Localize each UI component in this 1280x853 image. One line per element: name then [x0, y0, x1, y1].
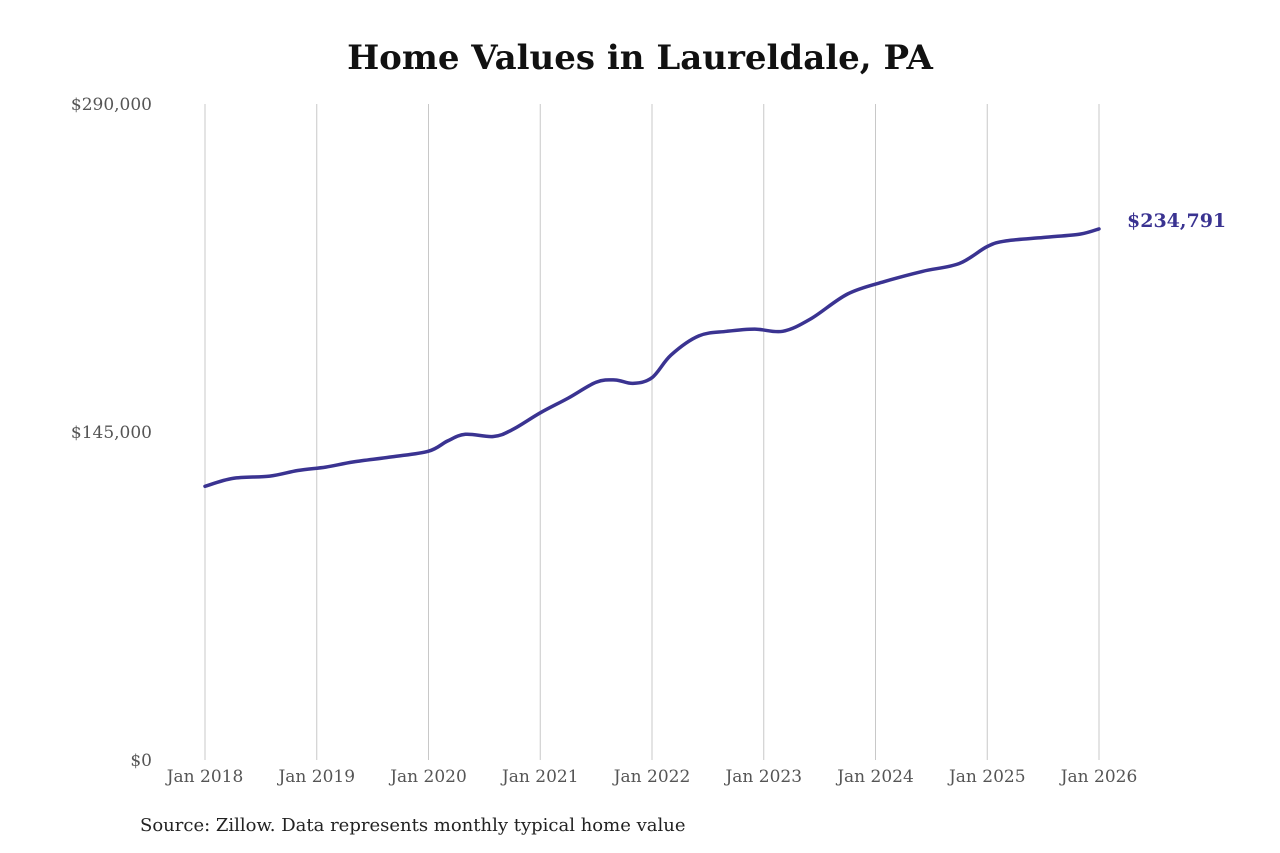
x-tick-label: Jan 2019	[276, 767, 355, 787]
x-tick-label: Jan 2018	[165, 767, 244, 787]
x-tick-label: Jan 2022	[612, 767, 691, 787]
x-tick-label: Jan 2021	[500, 767, 579, 787]
x-axis: Jan 2018 Jan 2019 Jan 2020 Jan 2021 Jan 2022…	[165, 767, 1138, 787]
chart-title: Home Values in Laureldale, PA	[347, 38, 933, 78]
x-tick-label: Jan 2023	[723, 767, 802, 787]
series-line	[203, 227, 1101, 489]
x-tick-label: Jan 2025	[947, 767, 1026, 787]
x-tick-label: Jan 2026	[1059, 767, 1138, 787]
source-note: Source: Zillow. Data represents monthly …	[140, 815, 686, 836]
end-value-label: $234,791	[1127, 210, 1226, 232]
y-tick-label: $290,000	[71, 95, 152, 115]
series-layer: $234,791	[203, 210, 1226, 489]
y-axis: $0 $145,000 $290,000	[71, 95, 152, 771]
y-tick-label: $0	[130, 751, 152, 771]
grid-layer	[204, 104, 1100, 760]
x-tick-label: Jan 2020	[388, 767, 467, 787]
x-tick-label: Jan 2024	[835, 767, 914, 787]
y-tick-label: $145,000	[71, 423, 152, 443]
